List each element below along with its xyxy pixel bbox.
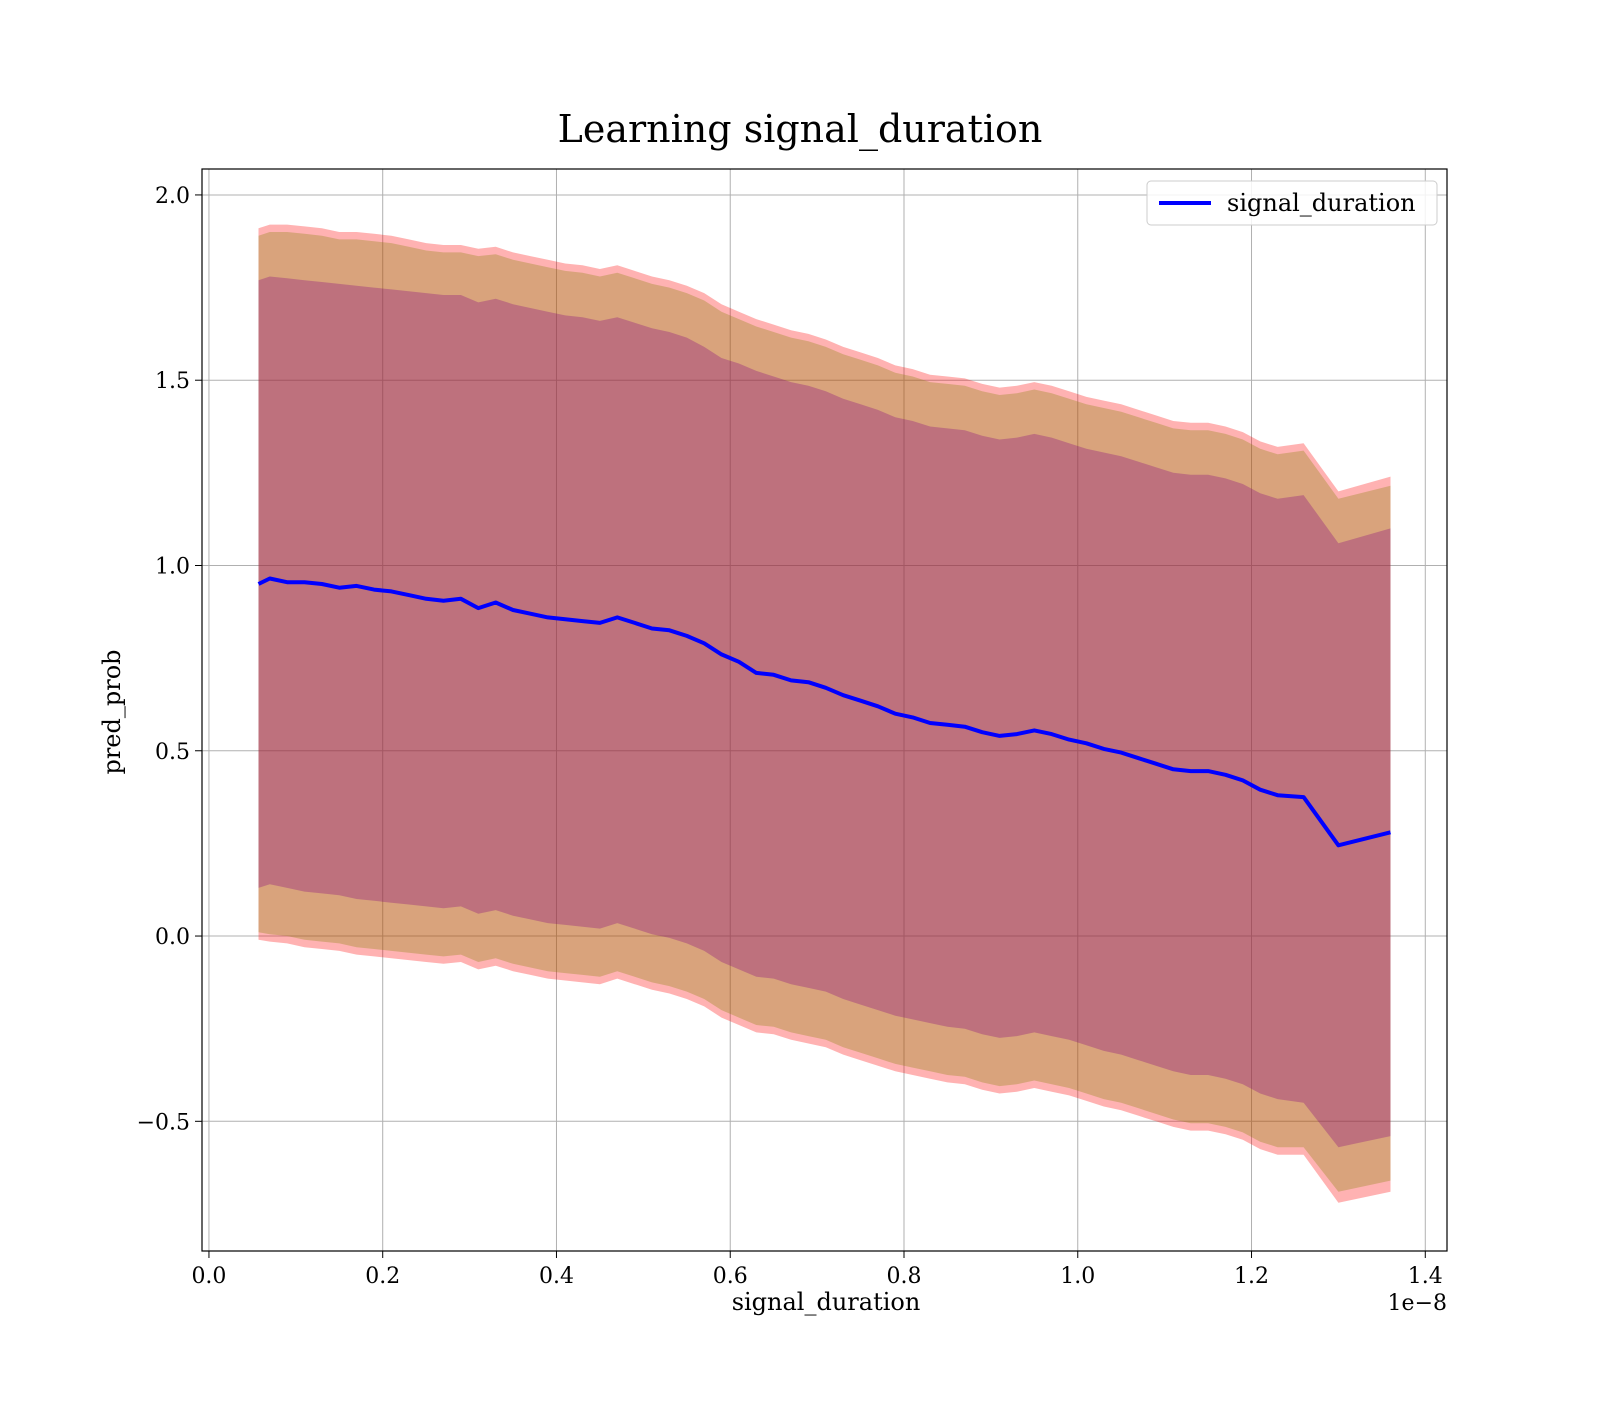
chart-title: Learning signal_duration	[558, 107, 1043, 152]
confidence-band-2	[258, 232, 1391, 1192]
x-tick-label: 0.4	[539, 1264, 574, 1289]
confidence-band-3	[258, 276, 1391, 1148]
y-tick-label: 2.0	[155, 184, 190, 209]
x-tick-label: 1.0	[1060, 1264, 1095, 1289]
y-tick-label: −0.5	[137, 1110, 190, 1135]
x-axis-label: signal_duration	[732, 1288, 921, 1316]
series-line-signal_duration	[257, 576, 1391, 848]
y-axis-label: pred_prob	[98, 649, 126, 774]
x-tick-label: 1.4	[1408, 1264, 1443, 1289]
x-tick-label: 0.6	[713, 1264, 748, 1289]
x-tick-label: 0.2	[365, 1264, 400, 1289]
x-tick-label: 0.8	[886, 1264, 921, 1289]
x-tick-label: 1.2	[1234, 1264, 1269, 1289]
y-tick-label: 1.0	[155, 554, 190, 579]
y-tick-label: 0.5	[155, 740, 190, 765]
plot-frame	[201, 168, 1448, 1252]
confidence-band-1	[258, 224, 1391, 1203]
legend-box	[1146, 180, 1438, 226]
legend-label: signal_duration	[1227, 189, 1416, 217]
x-axis-offset-label: 1e−8	[1388, 1291, 1447, 1316]
y-tick-label: 1.5	[155, 369, 190, 394]
x-tick-label: 0.0	[191, 1264, 226, 1289]
y-tick-label: 0.0	[155, 925, 190, 950]
